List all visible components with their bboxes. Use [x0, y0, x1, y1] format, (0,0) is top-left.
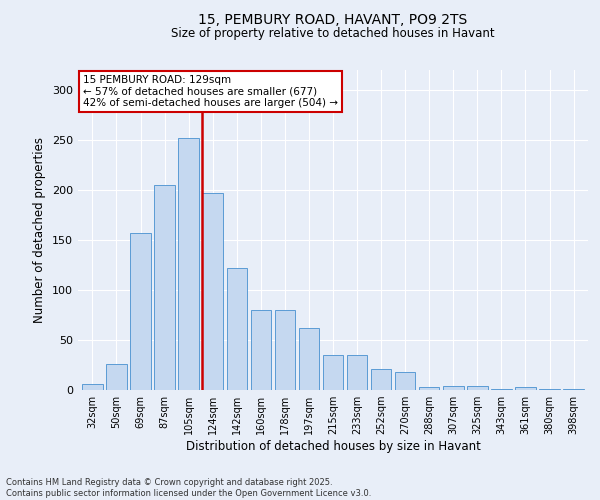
Bar: [323, 355, 343, 390]
Bar: [251, 310, 271, 390]
Text: 15 PEMBURY ROAD: 129sqm
← 57% of detached houses are smaller (677)
42% of semi-d: 15 PEMBURY ROAD: 129sqm ← 57% of detache…: [83, 75, 338, 108]
Text: Size of property relative to detached houses in Havant: Size of property relative to detached ho…: [171, 28, 495, 40]
Y-axis label: Number of detached properties: Number of detached properties: [34, 137, 46, 323]
Text: 15, PEMBURY ROAD, HAVANT, PO9 2TS: 15, PEMBURY ROAD, HAVANT, PO9 2TS: [199, 12, 467, 26]
Bar: [515, 387, 536, 390]
Bar: [178, 138, 199, 390]
Bar: [275, 310, 295, 390]
Bar: [443, 386, 464, 390]
Bar: [347, 355, 367, 390]
Bar: [82, 384, 103, 390]
Bar: [227, 268, 247, 390]
Bar: [419, 387, 439, 390]
Bar: [395, 372, 415, 390]
Bar: [491, 389, 512, 390]
Bar: [467, 386, 488, 390]
Bar: [371, 369, 391, 390]
X-axis label: Distribution of detached houses by size in Havant: Distribution of detached houses by size …: [185, 440, 481, 453]
Bar: [154, 185, 175, 390]
Bar: [106, 364, 127, 390]
Bar: [202, 193, 223, 390]
Text: Contains HM Land Registry data © Crown copyright and database right 2025.
Contai: Contains HM Land Registry data © Crown c…: [6, 478, 371, 498]
Bar: [539, 389, 560, 390]
Bar: [130, 233, 151, 390]
Bar: [563, 389, 584, 390]
Bar: [299, 328, 319, 390]
